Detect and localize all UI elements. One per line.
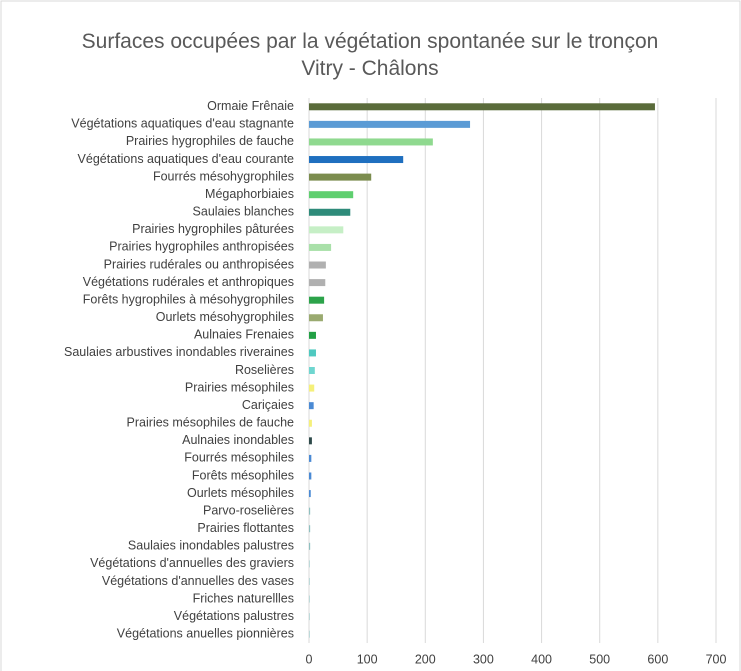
bar [309,296,325,304]
y-tick-label: Mégaphorbiaies [205,187,294,201]
y-tick-label: Saulaies blanches [193,205,294,219]
x-tick-label: 300 [473,652,494,666]
x-tick-label: 200 [415,652,436,666]
y-tick-label: Prairies hygrophiles de fauche [126,134,294,148]
y-tick-label: Prairies mésophiles [185,380,294,394]
bar [309,419,312,427]
bar [309,349,316,357]
bar [309,595,310,603]
y-tick-label: Cariçaies [242,398,294,412]
bar [309,226,344,234]
y-tick-label: Végétations aquatiques d'eau courante [78,152,294,166]
y-tick-label: Végétations palustres [174,609,294,623]
y-tick-label: Forêts mésophiles [192,468,294,482]
bar [309,314,323,322]
bar [309,103,655,111]
y-tick-label: Friches naturellles [193,591,294,605]
bar [309,173,372,181]
bar [309,261,326,269]
bar [309,138,433,146]
y-tick-label: Prairies rudérales ou anthropisées [104,257,294,271]
bar [309,367,315,374]
y-tick-label: Roselières [235,363,294,377]
y-tick-label: Aulnaies Frenaies [194,328,294,342]
bar [309,613,310,621]
bar [309,577,310,585]
x-tick-label: 100 [357,652,378,666]
x-tick-label: 600 [647,652,668,666]
bar [309,279,326,287]
x-tick-label: 500 [589,652,610,666]
x-tick-label: 700 [706,652,727,666]
y-tick-label: Ourlets mésophiles [187,486,294,500]
y-tick-label: Prairies mésophiles de fauche [127,416,294,430]
bar [309,454,312,462]
bar [309,490,311,498]
y-tick-label: Ormaie Frênaie [207,99,294,113]
y-tick-label: Prairies hygrophiles pâturées [132,222,294,236]
bar [309,402,314,410]
bar [309,560,310,568]
bar [309,208,351,216]
y-tick-label: Végétations d'annuelles des graviers [90,556,294,570]
bar [309,542,311,550]
bar [309,525,311,533]
bar [309,507,311,515]
bar [309,331,316,339]
y-tick-label: Végétations aquatiques d'eau stagnante [71,117,294,131]
x-tick-label: 0 [306,652,313,666]
bar [309,384,315,392]
bar [309,120,471,128]
y-tick-label: Parvo-roselières [203,503,294,517]
y-tick-label: Saulaies inondables palustres [128,539,294,553]
y-tick-label: Ourlets mésohygrophiles [156,310,294,324]
bar [309,472,312,480]
bar [309,437,312,445]
y-tick-label: Végétations anuelles pionnières [117,627,294,641]
bar [309,191,354,199]
bar [309,630,310,638]
bar [309,243,332,251]
y-tick-label: Saulaies arbustives inondables riveraine… [64,345,294,359]
y-tick-label: Prairies hygrophiles anthropisées [109,240,294,254]
y-tick-label: Forêts hygrophiles à mésohygrophiles [83,292,294,306]
y-tick-label: Végétations rudérales et anthropiques [83,275,294,289]
y-tick-label: Prairies flottantes [197,521,294,535]
x-tick-label: 400 [531,652,552,666]
y-tick-label: Aulnaies inondables [182,433,294,447]
chart-title: Surfaces occupées par la végétation spon… [81,30,659,80]
y-tick-label: Fourrés mésohygrophiles [153,169,294,183]
y-tick-label: Fourrés mésophiles [184,451,294,465]
bar [309,156,404,164]
y-tick-label: Végétations d'annuelles des vases [102,574,294,588]
